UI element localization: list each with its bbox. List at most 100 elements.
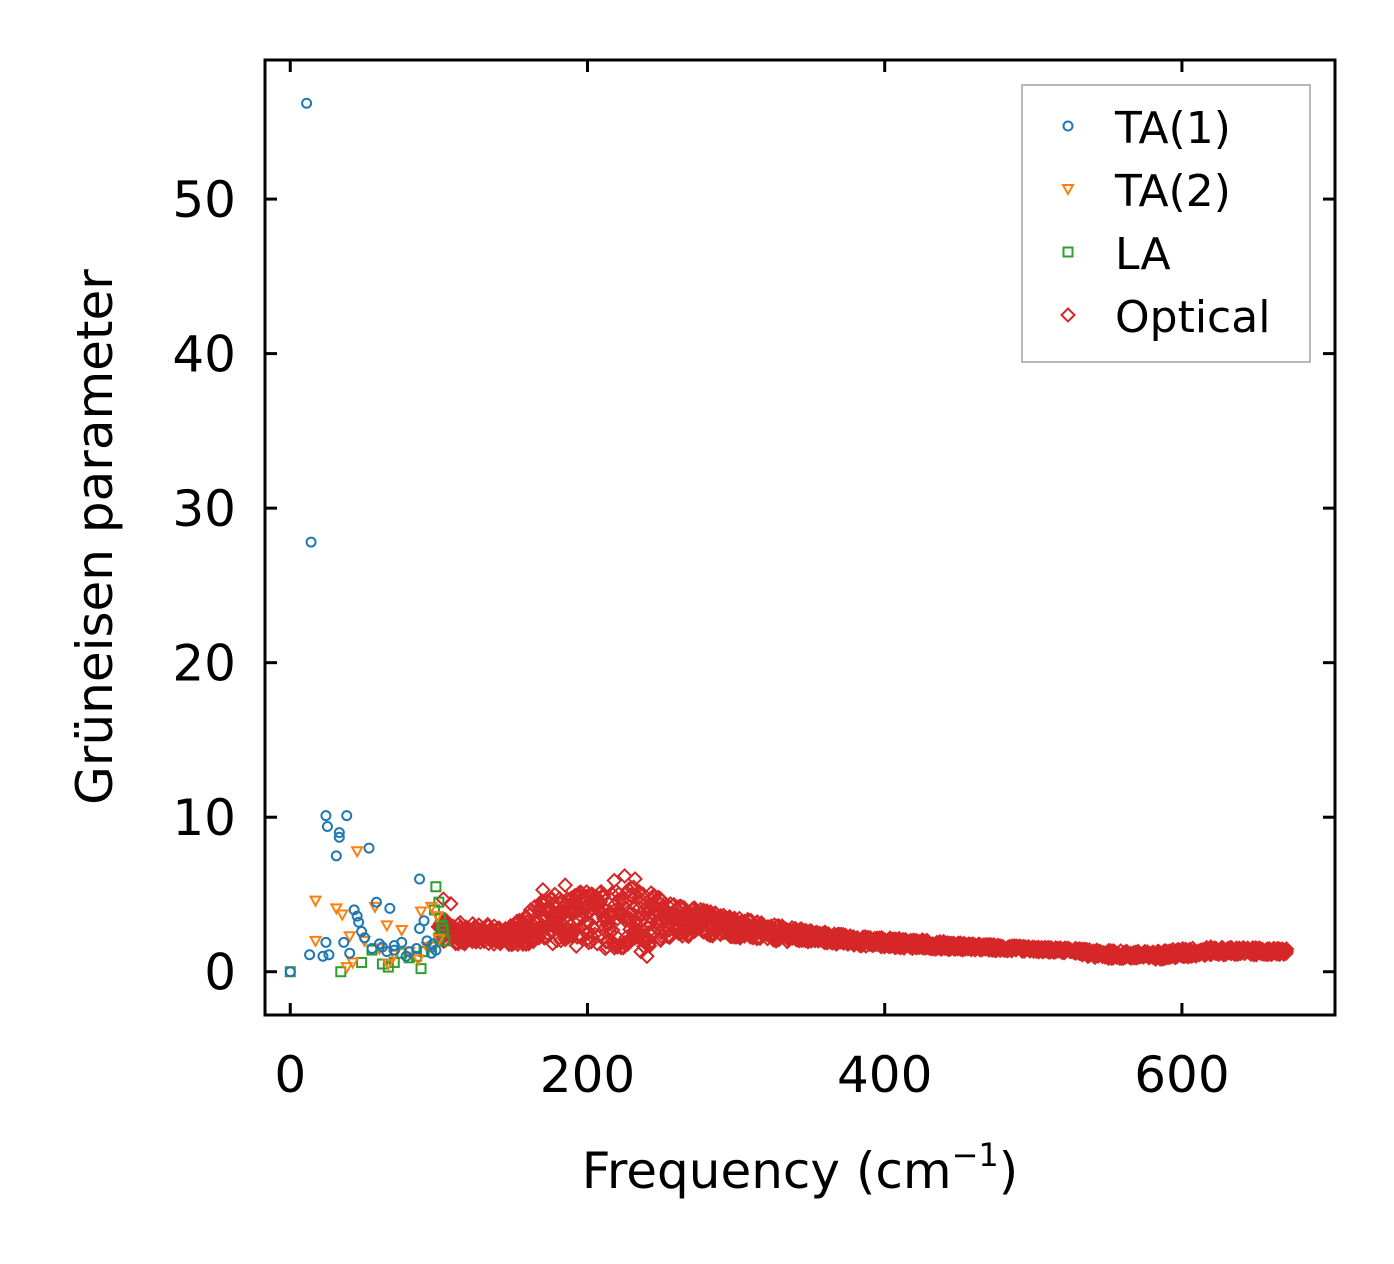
plot-frame bbox=[263, 58, 1337, 1017]
data-point bbox=[425, 947, 437, 959]
x-tick-label: 200 bbox=[540, 1046, 635, 1104]
legend-marker-la bbox=[1062, 246, 1074, 258]
data-point bbox=[380, 920, 394, 933]
data-point bbox=[305, 536, 317, 548]
legend-box bbox=[1021, 84, 1311, 363]
optical-point bbox=[568, 938, 585, 954]
optical-point bbox=[726, 910, 743, 927]
data-point bbox=[323, 949, 335, 961]
data-point bbox=[384, 902, 396, 914]
optical-point bbox=[1278, 945, 1294, 962]
data-point bbox=[320, 810, 332, 822]
data-point bbox=[353, 916, 365, 928]
x-axis-label-text: Frequency (cm bbox=[582, 1142, 952, 1200]
optical-point bbox=[633, 943, 649, 960]
data-point bbox=[350, 846, 364, 859]
data-point bbox=[395, 925, 409, 938]
data-point bbox=[301, 97, 313, 109]
data-point bbox=[330, 850, 342, 862]
optical-point bbox=[631, 889, 647, 906]
data-point bbox=[341, 810, 353, 822]
y-tick-label: 20 bbox=[172, 635, 236, 693]
data-point bbox=[373, 938, 385, 950]
legend-label-ta1: TA(1) bbox=[1114, 103, 1231, 154]
data-point bbox=[418, 915, 430, 927]
data-point bbox=[363, 842, 375, 854]
x-axis-label: Frequency (cm−1) bbox=[582, 1136, 1019, 1200]
data-point bbox=[308, 895, 323, 908]
data-point bbox=[370, 896, 382, 908]
y-tick-label: 0 bbox=[204, 944, 236, 1002]
data-point bbox=[345, 957, 360, 970]
axis-ticks-layer: 0 200 400 600 0 10 20 30 40 50 bbox=[172, 60, 1335, 1104]
legend-markers bbox=[1060, 120, 1076, 323]
optical-point bbox=[557, 877, 574, 894]
data-point bbox=[340, 962, 354, 975]
data-point bbox=[430, 911, 445, 924]
legend-marker-ta-1- bbox=[1062, 120, 1074, 132]
data-point bbox=[335, 966, 347, 978]
data-point bbox=[421, 935, 433, 947]
optical-point bbox=[546, 886, 563, 903]
optical-point bbox=[668, 923, 685, 940]
data-point bbox=[400, 950, 412, 962]
data-point bbox=[396, 936, 408, 948]
x-tick-label: 0 bbox=[274, 1046, 306, 1104]
optical-point bbox=[442, 895, 459, 912]
x-tick-label: 400 bbox=[837, 1046, 932, 1104]
data-point bbox=[320, 936, 332, 948]
series-ta-1- bbox=[284, 97, 442, 978]
data-point bbox=[415, 963, 427, 975]
y-axis-label: Grüneisen parameter bbox=[66, 269, 124, 805]
data-point bbox=[414, 922, 426, 934]
data-point bbox=[348, 904, 360, 916]
data-point bbox=[414, 906, 428, 919]
optical-point bbox=[616, 868, 633, 884]
data-point bbox=[388, 944, 400, 956]
data-point bbox=[335, 909, 349, 922]
data-point bbox=[308, 935, 323, 948]
data-point bbox=[359, 932, 371, 944]
y-tick-label: 40 bbox=[172, 326, 236, 384]
data-point bbox=[430, 881, 442, 893]
data-point bbox=[382, 961, 394, 973]
optical-point bbox=[525, 933, 542, 950]
x-axis-label-superscript: −1 bbox=[952, 1136, 999, 1174]
optical-point bbox=[606, 872, 623, 889]
data-point bbox=[411, 954, 425, 967]
optical-point bbox=[601, 921, 618, 938]
data-point bbox=[344, 947, 356, 959]
data-point bbox=[304, 949, 316, 961]
data-point bbox=[356, 956, 368, 968]
data-point bbox=[284, 966, 296, 978]
data-point bbox=[381, 959, 396, 972]
data-point bbox=[424, 901, 439, 914]
optical-point bbox=[579, 898, 596, 915]
optical-point bbox=[544, 891, 561, 907]
optical-point bbox=[544, 935, 561, 952]
optical-point bbox=[641, 935, 657, 952]
data-point bbox=[343, 931, 357, 944]
optical-point bbox=[1277, 941, 1294, 958]
optical-point bbox=[639, 948, 655, 965]
optical-point bbox=[630, 884, 647, 901]
optical-point bbox=[587, 889, 603, 906]
series-optical bbox=[430, 868, 1295, 967]
optical-point bbox=[627, 871, 643, 887]
legend-marker-ta-2- bbox=[1061, 184, 1075, 197]
data-point bbox=[317, 950, 329, 962]
y-tick-label: 30 bbox=[172, 480, 236, 538]
y-tick-label: 50 bbox=[172, 171, 236, 229]
data-point bbox=[338, 936, 350, 948]
data-point bbox=[351, 910, 363, 922]
optical-point bbox=[650, 911, 667, 928]
x-tick-label: 600 bbox=[1134, 1046, 1229, 1104]
data-point bbox=[381, 946, 393, 958]
x-axis-label-suffix: ) bbox=[999, 1142, 1019, 1200]
data-point bbox=[356, 926, 368, 938]
data-point bbox=[411, 943, 423, 955]
legend-label-ta2: TA(2) bbox=[1114, 166, 1231, 217]
data-point bbox=[321, 820, 333, 832]
optical-point bbox=[563, 900, 580, 916]
